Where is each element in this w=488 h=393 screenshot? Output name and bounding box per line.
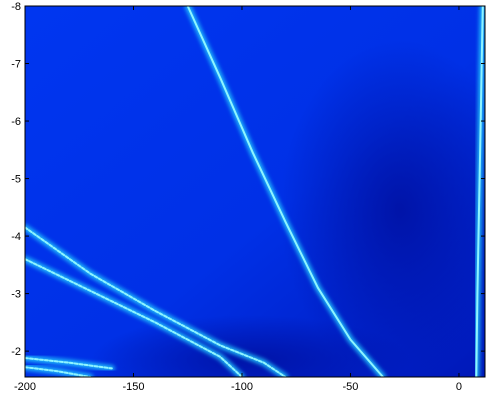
plot-area — [25, 6, 485, 377]
y-tick-label: -7 — [11, 59, 21, 71]
y-tick-label: -3 — [11, 289, 21, 301]
y-axis: -8 -7 -6 -5 -4 -3 -2 — [11, 1, 485, 358]
x-tick-label: -50 — [343, 381, 359, 393]
y-tick-label: -2 — [11, 346, 21, 358]
y-tick-label: -6 — [11, 116, 21, 128]
y-tick-label: -4 — [11, 231, 21, 243]
ridge-4 — [25, 258, 243, 377]
y-tick-label: -8 — [11, 1, 21, 13]
x-tick-label: -200 — [14, 381, 36, 393]
x-tick-label: 0 — [456, 381, 462, 393]
ridge-6 — [25, 366, 92, 377]
x-tick-label: -100 — [231, 381, 253, 393]
y-tick-label: -5 — [11, 174, 21, 186]
ridge-1 — [186, 6, 384, 377]
ridge-5 — [25, 357, 113, 370]
ridge-3 — [25, 226, 287, 377]
dark-region-right — [280, 40, 485, 377]
x-tick-label: -150 — [122, 381, 144, 393]
x-axis: -200 -150 -100 -50 0 — [14, 6, 462, 393]
plot-frame — [24, 5, 486, 378]
